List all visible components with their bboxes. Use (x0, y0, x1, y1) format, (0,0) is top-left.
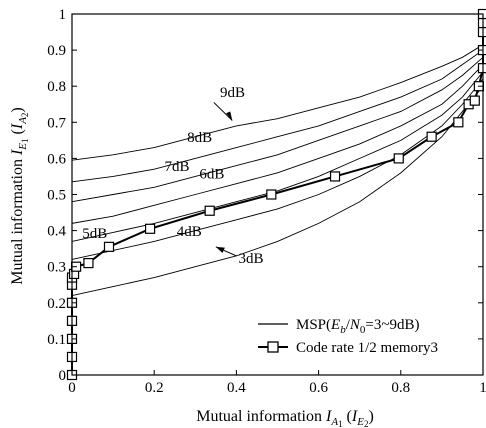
msp-curve-4dB (71, 78, 484, 260)
annotation-arrowhead-3dB (215, 246, 225, 253)
plot-frame (71, 13, 484, 376)
y-tick-label: 0.4 (47, 224, 66, 240)
legend: MSP(Eb/N0=3~9dB) Code rate 1/2 memory3 (258, 317, 438, 356)
annotation-arrow-9dB (213, 102, 233, 121)
msp-curve-6dB (71, 64, 484, 224)
y-tick-label: 0.5 (47, 188, 66, 204)
curve-annotation-4dB: 4dB (177, 224, 202, 240)
annotation-arrowhead-9dB (226, 111, 233, 121)
y-tick-label: 0.3 (47, 260, 66, 276)
curve-annotation-6dB: 6dB (199, 166, 224, 182)
msp-curve-3dB (71, 85, 484, 297)
tick-layer: 0 0.2 0.4 0.6 0.8 1 0 0.1 0.2 0.3 0.4 0.5 0.6 0.7 0.8 0… (47, 7, 486, 396)
curve-annotation-9dB: 9dB (220, 85, 245, 101)
y-tick-label: 0.1 (47, 332, 66, 348)
y-tick-label: 0.6 (47, 151, 66, 167)
code-curve-marker (329, 171, 341, 182)
x-axis-label: Mutual information IA1 (IE2) (196, 408, 374, 428)
x-tick-label: 1 (479, 380, 486, 396)
code-curve-line (71, 14, 484, 375)
code-curve-marker (266, 189, 277, 200)
code-curve-marker (469, 95, 480, 106)
y-tick-label: 1 (59, 7, 67, 23)
msp-curve-8dB (71, 49, 484, 183)
x-tick-label: 0.2 (145, 380, 164, 396)
code-curve-marker (453, 117, 464, 128)
code-curve-marker (477, 17, 486, 29)
curve-annotation-7dB: 7dB (164, 159, 189, 175)
y-axis-label: Mutual information IE1 (IA2) (9, 107, 30, 285)
code-curve-marker (477, 63, 486, 74)
legend-msp-label: MSP(Eb/N0=3~9dB) (296, 317, 419, 336)
legend-code-label: Code rate 1/2 memory3 (296, 340, 438, 356)
x-tick-label: 0.4 (227, 380, 246, 396)
y-tick-label: 0.7 (47, 115, 66, 131)
curve-annotation-3dB: 3dB (238, 251, 263, 267)
y-tick-label: 0 (59, 368, 67, 384)
code-curve-marker (144, 223, 156, 234)
msp-curve-5dB (71, 71, 484, 242)
x-tick-label: 0.8 (391, 380, 410, 396)
code-curve-marker (393, 153, 404, 164)
msp-curve-7dB (71, 56, 484, 203)
x-tick-label: 0.6 (309, 380, 328, 396)
code-curve-marker (83, 257, 94, 269)
annotation-layer: 9dB 8dB 7dB 6dB 5dB 4dB 3dB (82, 85, 263, 267)
code-curve-marker (426, 131, 437, 142)
legend-code-marker (267, 341, 279, 353)
x-tick-label: 0 (68, 380, 76, 396)
code-curve-marker (477, 26, 486, 38)
y-tick-label: 0.8 (47, 79, 66, 95)
msp-curve-9dB (71, 44, 484, 161)
y-tick-label: 0.2 (47, 296, 66, 312)
y-tick-label: 0.9 (47, 43, 66, 59)
code-curve-marker (103, 241, 115, 252)
code-curve-marker (204, 205, 215, 216)
curve-layer (71, 44, 484, 297)
curve-annotation-8dB: 8dB (187, 130, 212, 146)
curve-annotation-5dB: 5dB (82, 226, 107, 242)
